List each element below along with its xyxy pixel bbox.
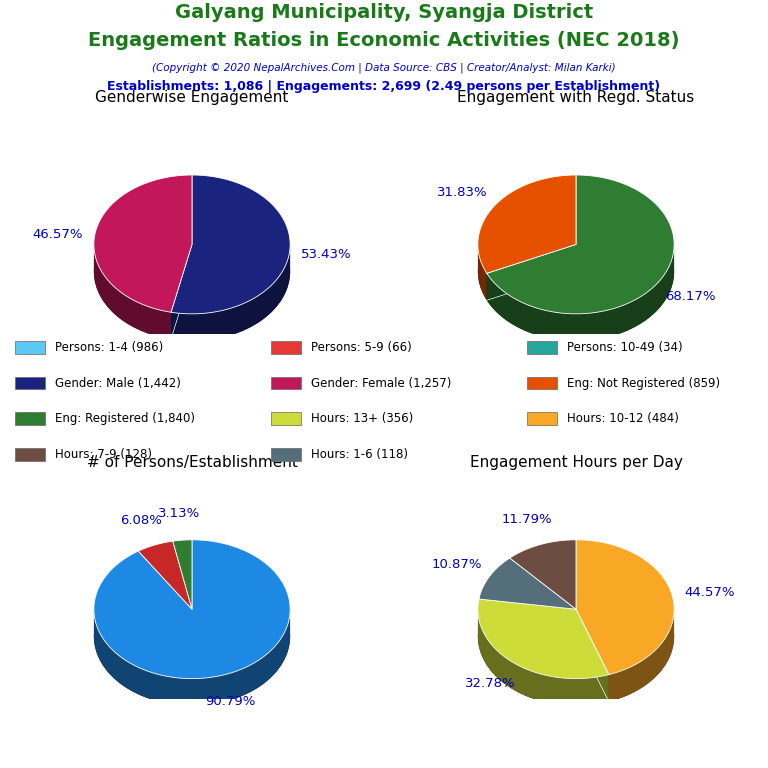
Ellipse shape [478, 567, 674, 706]
Polygon shape [478, 243, 487, 300]
Polygon shape [94, 175, 192, 313]
Text: Persons: 5-9 (66): Persons: 5-9 (66) [311, 341, 412, 354]
Polygon shape [173, 540, 192, 609]
Text: 3.13%: 3.13% [157, 508, 200, 521]
Text: Hours: 7-9 (128): Hours: 7-9 (128) [55, 448, 152, 461]
Ellipse shape [94, 567, 290, 706]
Text: (Copyright © 2020 NepalArchives.Com | Data Source: CBS | Creator/Analyst: Milan : (Copyright © 2020 NepalArchives.Com | Da… [152, 62, 616, 73]
Bar [15, 412, 45, 425]
Text: 68.17%: 68.17% [664, 290, 715, 303]
Bar [271, 448, 300, 461]
Text: 53.43%: 53.43% [301, 248, 352, 261]
Text: Hours: 13+ (356): Hours: 13+ (356) [311, 412, 413, 425]
Text: Eng: Not Registered (859): Eng: Not Registered (859) [568, 376, 720, 389]
Text: Hours: 10-12 (484): Hours: 10-12 (484) [568, 412, 679, 425]
Bar [528, 341, 557, 354]
Bar [528, 376, 557, 389]
Polygon shape [576, 540, 674, 674]
Text: 46.57%: 46.57% [32, 227, 83, 240]
Title: Engagement Hours per Day: Engagement Hours per Day [469, 455, 683, 470]
Text: 11.79%: 11.79% [502, 514, 552, 526]
Title: Genderwise Engagement: Genderwise Engagement [95, 90, 289, 105]
Polygon shape [478, 599, 609, 679]
Polygon shape [94, 608, 290, 706]
Bar [15, 376, 45, 389]
Text: Galyang Municipality, Syangja District: Galyang Municipality, Syangja District [175, 3, 593, 22]
Polygon shape [94, 243, 171, 339]
Text: Gender: Female (1,257): Gender: Female (1,257) [311, 376, 452, 389]
Text: 10.87%: 10.87% [431, 558, 482, 571]
Bar [15, 448, 45, 461]
Text: Gender: Male (1,442): Gender: Male (1,442) [55, 376, 181, 389]
Polygon shape [94, 540, 290, 679]
Polygon shape [171, 243, 290, 341]
Title: Engagement with Regd. Status: Engagement with Regd. Status [458, 90, 694, 105]
Bar [15, 341, 45, 354]
Text: 31.83%: 31.83% [437, 186, 488, 199]
Polygon shape [609, 608, 674, 702]
Polygon shape [510, 540, 576, 609]
Text: 32.78%: 32.78% [465, 677, 515, 690]
Polygon shape [171, 175, 290, 314]
Text: Hours: 1-6 (118): Hours: 1-6 (118) [311, 448, 409, 461]
Text: Establishments: 1,086 | Engagements: 2,699 (2.49 persons per Establishment): Establishments: 1,086 | Engagements: 2,6… [108, 81, 660, 94]
Title: # of Persons/Establishment: # of Persons/Establishment [87, 455, 297, 470]
Ellipse shape [94, 202, 290, 341]
Text: Persons: 10-49 (34): Persons: 10-49 (34) [568, 341, 683, 354]
Text: 44.57%: 44.57% [684, 587, 735, 600]
Ellipse shape [478, 202, 674, 341]
Polygon shape [487, 175, 674, 314]
Bar [271, 412, 300, 425]
Polygon shape [478, 175, 576, 273]
Text: 90.79%: 90.79% [206, 694, 256, 707]
Text: 6.08%: 6.08% [120, 514, 162, 527]
Polygon shape [479, 558, 576, 609]
Text: Eng: Registered (1,840): Eng: Registered (1,840) [55, 412, 195, 425]
Text: Engagement Ratios in Economic Activities (NEC 2018): Engagement Ratios in Economic Activities… [88, 31, 680, 50]
Text: Persons: 1-4 (986): Persons: 1-4 (986) [55, 341, 164, 354]
Bar [528, 412, 557, 425]
Polygon shape [478, 608, 609, 706]
Polygon shape [138, 541, 192, 609]
Bar [271, 341, 300, 354]
Bar [271, 376, 300, 389]
Polygon shape [487, 243, 674, 341]
